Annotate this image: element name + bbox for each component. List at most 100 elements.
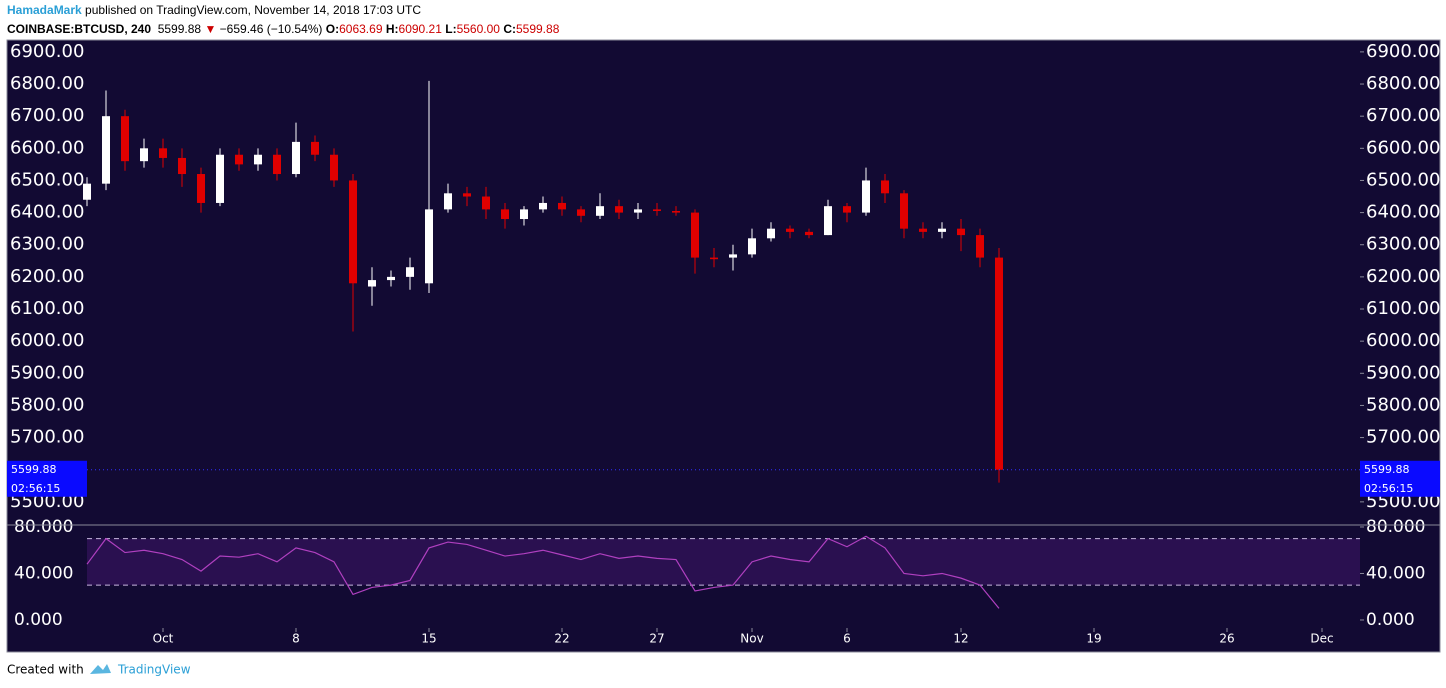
y-tick-label: 6200.00 bbox=[1366, 266, 1440, 287]
y-tick-label: 5500.00 bbox=[10, 491, 84, 512]
symbol: COINBASE:BTCUSD, 240 bbox=[7, 22, 152, 36]
brand-logo bbox=[90, 664, 111, 674]
author: HamadaMark bbox=[7, 3, 82, 17]
last-price-label: 5599.88 bbox=[1364, 463, 1410, 476]
y-tick-label: 5900.00 bbox=[1366, 362, 1440, 383]
candle-body bbox=[330, 154, 338, 181]
down-arrow: ▼ bbox=[204, 22, 217, 36]
candle-body bbox=[159, 148, 167, 158]
rsi-tick-label: 0.000 bbox=[1366, 610, 1415, 630]
rsi-line bbox=[86, 535, 1000, 609]
footer-brand: TradingView bbox=[117, 663, 191, 677]
y-tick-label: 6800.00 bbox=[10, 73, 84, 94]
ohlc: O:6063.69 H:6090.21 L:5560.00 C:5599.88 bbox=[326, 22, 560, 36]
ohlc-label: H: bbox=[385, 22, 399, 36]
y-tick-label: 6300.00 bbox=[1366, 234, 1440, 255]
candle-body bbox=[691, 212, 699, 258]
rsi-tick-label: 80.000 bbox=[14, 517, 73, 537]
y-tick-label: 5900.00 bbox=[10, 362, 84, 383]
candle-body bbox=[216, 154, 224, 203]
y-tick-label: 6100.00 bbox=[10, 298, 84, 319]
y-tick-label: 6800.00 bbox=[1366, 73, 1440, 94]
candle-body bbox=[273, 154, 281, 175]
x-tick-label: Dec bbox=[1310, 632, 1333, 646]
candle-body bbox=[729, 254, 737, 258]
y-tick-label: 5800.00 bbox=[1366, 394, 1440, 415]
published: published on TradingView.com, November 1… bbox=[85, 3, 422, 17]
candle-body bbox=[672, 210, 680, 213]
y-tick-label: 5700.00 bbox=[10, 427, 84, 448]
y-tick-label: 6200.00 bbox=[10, 266, 84, 287]
candle-body bbox=[862, 180, 870, 213]
candle-body bbox=[83, 183, 91, 200]
y-tick-label: 6900.00 bbox=[1366, 41, 1440, 62]
y-tick-label: 6400.00 bbox=[1366, 202, 1440, 223]
rsi-band bbox=[87, 538, 1360, 586]
y-tick-label: 6500.00 bbox=[1366, 169, 1440, 190]
candle-body bbox=[976, 235, 984, 258]
y-tick-label: 6000.00 bbox=[1366, 330, 1440, 351]
last: 5599.88 bbox=[157, 22, 202, 36]
legend-line: COINBASE:BTCUSD, 240 5599.88 ▼ −659.46 (… bbox=[7, 22, 559, 36]
x-tick-label: 26 bbox=[1219, 632, 1234, 646]
candle-body bbox=[767, 228, 775, 239]
ohlc-label: C: bbox=[503, 22, 516, 36]
rsi-tick-label: 0.000 bbox=[14, 610, 63, 630]
change: −659.46 (−10.54%) bbox=[219, 22, 323, 36]
x-tick-label: 19 bbox=[1086, 632, 1101, 646]
ohlc-value: 5560.00 bbox=[456, 22, 500, 36]
y-tick-label: 6700.00 bbox=[1366, 105, 1440, 126]
candle-body bbox=[539, 202, 547, 210]
candle-body bbox=[368, 280, 376, 287]
y-tick-label: 6400.00 bbox=[10, 202, 84, 223]
source-line: HamadaMark published on TradingView.com,… bbox=[7, 3, 421, 17]
candle-body bbox=[615, 206, 623, 213]
candle-body bbox=[843, 206, 851, 213]
rsi-tick-label: 80.000 bbox=[1366, 517, 1425, 537]
candle-body bbox=[102, 116, 110, 184]
y-tick-label: 6100.00 bbox=[1366, 298, 1440, 319]
candle-body bbox=[805, 231, 813, 236]
y-tick-label: 6600.00 bbox=[10, 137, 84, 158]
x-tick-label: Nov bbox=[740, 632, 763, 646]
candle-body bbox=[938, 228, 946, 232]
x-tick-label: Oct bbox=[153, 632, 174, 646]
candle-body bbox=[558, 202, 566, 210]
ohlc-label: O: bbox=[325, 22, 340, 36]
candle-body bbox=[140, 148, 148, 162]
y-tick-label: 6500.00 bbox=[10, 169, 84, 190]
y-tick-label: 6700.00 bbox=[10, 105, 84, 126]
candle-body bbox=[425, 209, 433, 284]
candle-body bbox=[995, 257, 1003, 470]
candle-body bbox=[349, 180, 357, 284]
y-tick-label: 6600.00 bbox=[1366, 137, 1440, 158]
candle-body bbox=[786, 228, 794, 232]
candle-body bbox=[710, 257, 718, 260]
y-tick-label: 6900.00 bbox=[10, 41, 84, 62]
candle-body bbox=[501, 209, 509, 220]
candle-body bbox=[824, 206, 832, 236]
candle-body bbox=[482, 196, 490, 210]
y-tick-label: 6000.00 bbox=[10, 330, 84, 351]
candle-body bbox=[406, 267, 414, 277]
candle-body bbox=[634, 209, 642, 213]
candle-body bbox=[235, 154, 243, 165]
y-tick-label: 5800.00 bbox=[10, 394, 84, 415]
ohlc-value: 6090.21 bbox=[398, 22, 442, 36]
candle-body bbox=[577, 209, 585, 216]
last-price-box bbox=[7, 460, 87, 497]
countdown-label: 02:56:15 bbox=[1364, 482, 1413, 495]
candle-body bbox=[881, 180, 889, 194]
candle-body bbox=[596, 206, 604, 216]
candle-body bbox=[387, 276, 395, 281]
ohlc-value: 6063.69 bbox=[339, 22, 383, 36]
y-tick-label: 6300.00 bbox=[10, 234, 84, 255]
x-tick-label: 8 bbox=[292, 632, 300, 646]
last-price-box bbox=[1360, 460, 1440, 497]
x-tick-label: 15 bbox=[421, 632, 436, 646]
candle-body bbox=[444, 193, 452, 210]
rsi-tick-label: 40.000 bbox=[14, 563, 73, 583]
candle-body bbox=[653, 209, 661, 211]
